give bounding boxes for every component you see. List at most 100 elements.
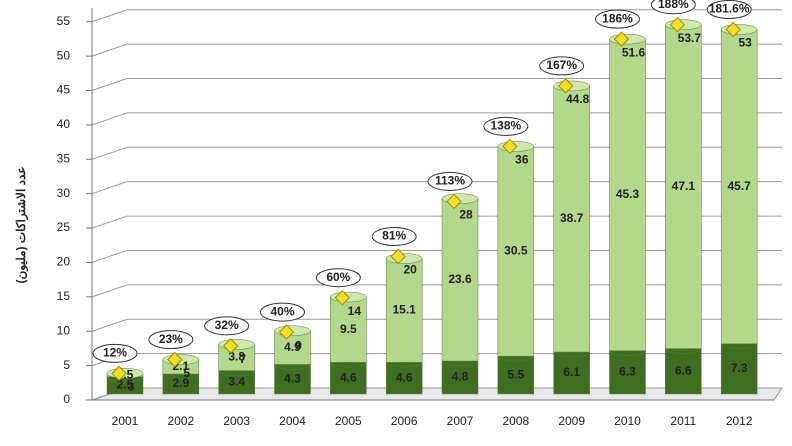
x-tick-label: 2001 bbox=[112, 414, 139, 428]
data-label: 4.8 bbox=[452, 370, 469, 384]
total-marker bbox=[725, 21, 741, 38]
grid-line bbox=[91, 78, 782, 91]
data-label: 45.3 bbox=[616, 187, 640, 201]
x-tick-label: 2012 bbox=[726, 414, 753, 428]
total-label: 44.8 bbox=[566, 92, 590, 106]
percent-label: 32% bbox=[215, 318, 239, 332]
y-tick-label: 15 bbox=[57, 289, 71, 303]
y-tick-label: 45 bbox=[57, 83, 71, 97]
x-tick-label: 2006 bbox=[391, 414, 418, 428]
data-label: 5.5 bbox=[507, 367, 524, 381]
percent-bubble bbox=[706, 0, 752, 20]
percent-bubble bbox=[315, 268, 361, 288]
total-marker bbox=[557, 78, 574, 94]
data-label: 15.1 bbox=[392, 303, 416, 317]
bar-segment bbox=[330, 362, 367, 395]
percent-label: 188% bbox=[658, 0, 689, 11]
x-tick-label: 2010 bbox=[614, 414, 641, 428]
percent-bubble bbox=[204, 316, 250, 336]
y-tick-label: 25 bbox=[57, 220, 71, 234]
data-label: 45.7 bbox=[727, 179, 751, 193]
data-label: 2.5 bbox=[117, 378, 134, 392]
data-label: 30.5 bbox=[504, 243, 528, 257]
total-label: 14 bbox=[348, 304, 362, 318]
percent-label: 23% bbox=[159, 332, 183, 346]
bar-segment bbox=[553, 351, 590, 395]
percent-label: 113% bbox=[435, 174, 465, 188]
percent-bubble bbox=[483, 116, 529, 136]
y-tick-label: 30 bbox=[57, 186, 71, 200]
y-tick-label: 50 bbox=[57, 48, 71, 62]
total-marker bbox=[278, 324, 295, 340]
total-marker bbox=[111, 365, 127, 382]
y-tick-label: 10 bbox=[57, 323, 71, 337]
percent-bubble bbox=[539, 56, 585, 76]
data-label: 6.1 bbox=[563, 365, 580, 379]
total-marker bbox=[669, 16, 686, 33]
bar-segment bbox=[609, 350, 646, 395]
bar-segment bbox=[665, 24, 702, 349]
data-label: 6.6 bbox=[675, 363, 692, 377]
data-label: 9.5 bbox=[340, 322, 357, 336]
grid-line bbox=[91, 43, 782, 57]
total-label: 7 bbox=[239, 352, 246, 366]
bar-segment bbox=[497, 146, 535, 357]
data-label: 2.9 bbox=[172, 376, 189, 390]
percent-label: 40% bbox=[270, 304, 294, 318]
data-label: 6.3 bbox=[619, 365, 636, 379]
data-label: 4.3 bbox=[284, 371, 301, 385]
percent-bubble bbox=[427, 171, 473, 191]
grid-line bbox=[91, 9, 782, 23]
data-label: 4.6 bbox=[396, 370, 413, 384]
total-marker bbox=[167, 351, 183, 368]
x-tick-label: 2008 bbox=[502, 414, 529, 428]
y-tick-label: 0 bbox=[63, 392, 70, 406]
percent-label: 12% bbox=[103, 346, 127, 360]
total-marker bbox=[390, 248, 406, 265]
y-tick-label: 20 bbox=[57, 255, 71, 269]
total-marker bbox=[446, 193, 462, 210]
total-label: 53 bbox=[738, 36, 752, 50]
total-label: 28 bbox=[459, 208, 473, 222]
y-tick-label: 40 bbox=[57, 117, 71, 131]
total-label: 51.6 bbox=[622, 45, 646, 59]
data-label: 4.6 bbox=[340, 370, 357, 384]
total-label: 3 bbox=[128, 380, 135, 394]
percent-label: 81% bbox=[382, 229, 406, 243]
percent-bubble bbox=[650, 0, 696, 15]
total-label: 53.7 bbox=[678, 31, 702, 45]
percent-bubble bbox=[260, 302, 305, 322]
data-label: 3.4 bbox=[228, 374, 245, 388]
total-label: 9 bbox=[295, 338, 302, 352]
total-label: 20 bbox=[403, 263, 417, 277]
x-tick-label: 2003 bbox=[223, 414, 250, 428]
percent-label: 167% bbox=[546, 58, 577, 72]
x-tick-label: 2007 bbox=[447, 414, 474, 428]
bar-segment bbox=[385, 362, 423, 395]
percent-label: 186% bbox=[602, 11, 633, 25]
data-label: 38.7 bbox=[560, 211, 584, 225]
bar-segment bbox=[665, 348, 702, 395]
bar-segment bbox=[553, 85, 590, 353]
x-tick-label: 2004 bbox=[279, 414, 306, 428]
total-marker bbox=[222, 338, 239, 354]
bar-segment bbox=[609, 38, 646, 351]
y-axis-label: عدد الاشتراكات (مليون) bbox=[14, 167, 29, 284]
data-label: 23.6 bbox=[448, 272, 472, 286]
y-tick-label: 5 bbox=[63, 358, 70, 372]
percent-label: 138% bbox=[490, 119, 521, 133]
x-tick-label: 2005 bbox=[335, 414, 362, 428]
total-marker bbox=[613, 31, 630, 47]
bar-segment bbox=[274, 330, 311, 365]
percent-bubble bbox=[371, 226, 417, 246]
total-label: 36 bbox=[515, 153, 529, 167]
total-marker bbox=[502, 138, 518, 155]
total-label: 5 bbox=[183, 366, 190, 380]
percent-bubble bbox=[92, 343, 138, 363]
data-label: 4.9 bbox=[284, 340, 301, 354]
percent-label: 60% bbox=[326, 270, 350, 284]
total-marker bbox=[334, 290, 351, 306]
data-label: 3.8 bbox=[228, 350, 245, 364]
x-tick-label: 2009 bbox=[558, 414, 585, 428]
